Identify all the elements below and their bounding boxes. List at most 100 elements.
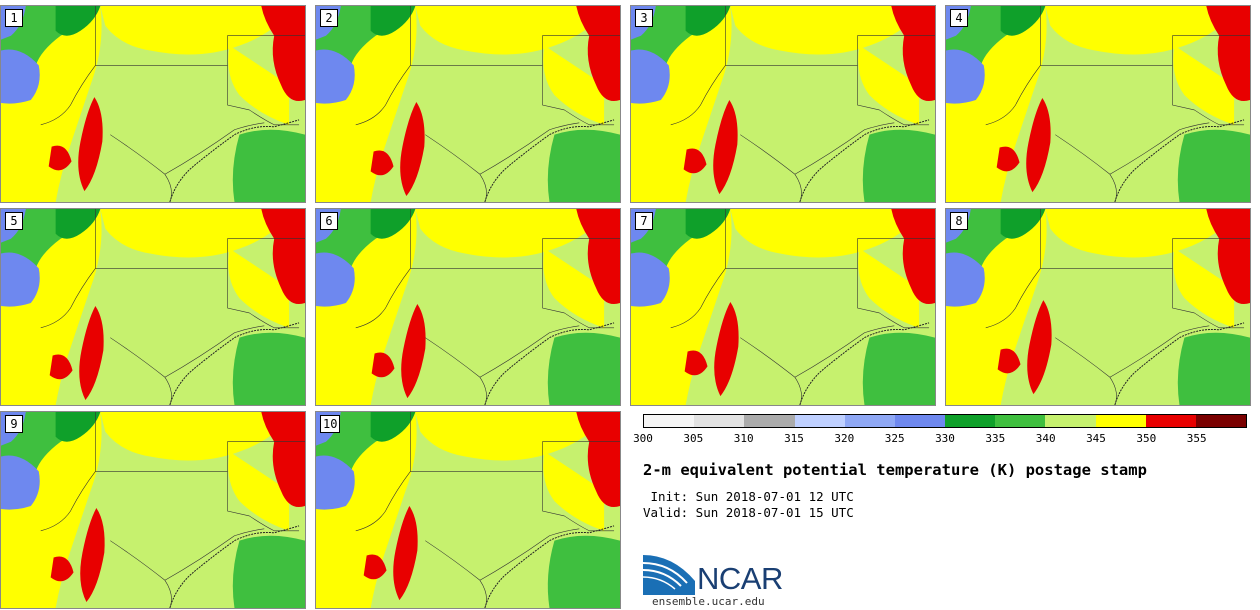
red-northeast-region xyxy=(261,412,305,508)
member-panel-10[interactable]: 10 xyxy=(315,411,621,609)
dark-green-ridge xyxy=(685,6,731,36)
state-border-lines xyxy=(355,412,620,608)
dark-green-ridge xyxy=(1000,6,1046,36)
colorbar-tick-label: 320 xyxy=(834,432,855,445)
colorbar-segment xyxy=(1145,415,1196,427)
blue-mountain-region xyxy=(1,455,40,510)
map-field xyxy=(316,209,620,405)
member-panel-1[interactable]: 1 xyxy=(0,5,306,203)
green-southeast-region xyxy=(547,129,620,202)
map-field xyxy=(946,6,1250,202)
map-field xyxy=(316,6,620,202)
dark-green-ridge xyxy=(370,209,416,239)
dark-green-ridge xyxy=(55,209,101,239)
map-field xyxy=(1,6,305,202)
coastline xyxy=(484,119,615,202)
coastline xyxy=(169,322,300,405)
blue-mountain-region xyxy=(316,252,355,307)
red-plateau-region xyxy=(79,306,104,401)
red-southwest-patch xyxy=(370,150,394,176)
blue-mountain-region xyxy=(316,49,355,104)
member-panel-9[interactable]: 9 xyxy=(0,411,306,609)
coastline xyxy=(169,525,300,608)
site-url[interactable]: ensemble.ucar.edu xyxy=(652,595,765,608)
state-border-lines xyxy=(40,6,305,202)
member-panel-6[interactable]: 6 xyxy=(315,208,621,406)
ncar-logo-icon xyxy=(643,555,695,595)
dark-green-ridge xyxy=(55,6,101,36)
green-southeast-region xyxy=(232,535,305,608)
blue-mountain-region xyxy=(316,455,355,510)
red-northeast-region xyxy=(576,6,620,102)
valid-time: Valid: Sun 2018-07-01 15 UTC xyxy=(643,505,854,520)
colorbar-segment xyxy=(945,415,996,427)
state-border-lines xyxy=(40,209,305,405)
red-northeast-region xyxy=(891,209,935,305)
yellow-east-region xyxy=(1173,45,1235,125)
coastline xyxy=(1114,119,1245,202)
member-panel-7[interactable]: 7 xyxy=(630,208,936,406)
member-panel-5[interactable]: 5 xyxy=(0,208,306,406)
red-plateau-region xyxy=(393,506,418,601)
chart-title: 2-m equivalent potential temperature (K)… xyxy=(643,461,1147,479)
yellow-north-region xyxy=(1045,6,1245,55)
map-field xyxy=(1,412,305,608)
colorbar-tick-label: 350 xyxy=(1136,432,1157,445)
map-field xyxy=(316,412,620,608)
yellow-east-region xyxy=(543,45,605,125)
coastline xyxy=(799,119,930,202)
yellow-north-region xyxy=(100,6,300,55)
green-southeast-region xyxy=(232,129,305,202)
colorbar-tick-label: 310 xyxy=(733,432,754,445)
yellow-east-region xyxy=(228,451,290,531)
blue-mountain-region xyxy=(1,49,40,104)
member-panel-2[interactable]: 2 xyxy=(315,5,621,203)
colorbar-segment xyxy=(1095,415,1146,427)
red-northeast-region xyxy=(1206,209,1250,305)
red-plateau-region xyxy=(80,508,105,603)
colorbar-tick-label: 315 xyxy=(784,432,804,445)
red-southwest-patch xyxy=(996,146,1020,172)
red-southwest-patch xyxy=(997,348,1021,374)
blue-mountain-region xyxy=(631,49,670,104)
member-panel-3[interactable]: 3 xyxy=(630,5,936,203)
colorbar-segment xyxy=(995,415,1046,427)
colorbar-ticks: 300 305 310 315 320 325 330 335 340 345 350 355 xyxy=(633,432,1247,446)
state-border-lines xyxy=(670,6,935,202)
init-time: Init: Sun 2018-07-01 12 UTC xyxy=(643,489,854,504)
state-border-lines xyxy=(40,412,305,608)
red-southwest-patch xyxy=(683,148,707,174)
colorbar-segment xyxy=(644,415,695,427)
colorbar-tick-label: 300 xyxy=(633,432,653,445)
member-panel-8[interactable]: 8 xyxy=(945,208,1251,406)
state-border-lines xyxy=(985,6,1250,202)
state-border-lines xyxy=(670,209,935,405)
yellow-north-region xyxy=(415,209,615,258)
colorbar-tick-label: 330 xyxy=(935,432,955,445)
colorbar-tick-label: 355 xyxy=(1186,432,1207,445)
red-northeast-region xyxy=(576,209,620,305)
coastline xyxy=(484,322,615,405)
map-field xyxy=(946,209,1250,405)
blue-mountain-region xyxy=(946,49,985,104)
member-label: 6 xyxy=(320,212,338,230)
state-border-lines xyxy=(985,209,1250,405)
logo-text: NCAR xyxy=(697,561,783,596)
colorbar xyxy=(643,414,1247,428)
member-label: 10 xyxy=(320,415,341,433)
member-panel-4[interactable]: 4 xyxy=(945,5,1251,203)
green-southeast-region xyxy=(862,129,935,202)
colorbar-tick-label: 340 xyxy=(1035,432,1056,445)
yellow-east-region xyxy=(543,451,605,531)
dark-green-ridge xyxy=(370,6,416,36)
dark-green-ridge xyxy=(685,209,731,239)
colorbar-segment xyxy=(744,415,795,427)
red-plateau-region xyxy=(714,302,739,397)
dark-green-ridge xyxy=(1000,209,1046,239)
yellow-east-region xyxy=(228,45,290,125)
yellow-north-region xyxy=(415,6,615,55)
green-southeast-region xyxy=(232,332,305,405)
red-plateau-region xyxy=(1026,98,1051,193)
blue-mountain-region xyxy=(631,252,670,307)
state-border-lines xyxy=(355,209,620,405)
